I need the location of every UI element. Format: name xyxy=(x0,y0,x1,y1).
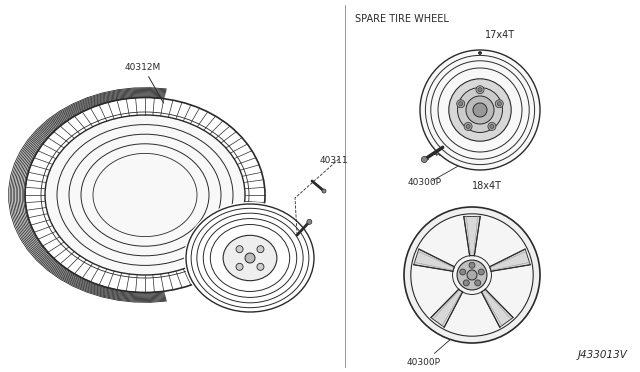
Circle shape xyxy=(257,263,264,270)
Circle shape xyxy=(490,124,494,128)
Circle shape xyxy=(307,219,312,224)
Circle shape xyxy=(457,260,487,290)
Text: 40300P: 40300P xyxy=(408,178,442,187)
Text: 40300P: 40300P xyxy=(198,241,232,250)
Circle shape xyxy=(475,280,481,286)
Text: 40300P: 40300P xyxy=(407,340,450,367)
Text: 40311: 40311 xyxy=(320,156,349,165)
Ellipse shape xyxy=(45,115,245,275)
Text: 40312M: 40312M xyxy=(125,62,164,103)
Circle shape xyxy=(476,86,484,94)
Circle shape xyxy=(463,280,469,286)
Ellipse shape xyxy=(223,235,277,281)
Circle shape xyxy=(478,88,482,92)
Circle shape xyxy=(495,100,503,108)
Circle shape xyxy=(460,269,466,275)
Ellipse shape xyxy=(184,202,316,314)
Circle shape xyxy=(322,189,326,193)
Circle shape xyxy=(257,246,264,253)
Ellipse shape xyxy=(420,50,540,170)
Circle shape xyxy=(464,122,472,131)
Ellipse shape xyxy=(458,87,502,132)
Polygon shape xyxy=(464,217,480,256)
Circle shape xyxy=(236,246,243,253)
Circle shape xyxy=(466,124,470,128)
Polygon shape xyxy=(413,249,454,271)
Circle shape xyxy=(497,102,501,106)
Ellipse shape xyxy=(466,96,494,124)
Circle shape xyxy=(469,262,475,268)
Circle shape xyxy=(478,269,484,275)
Text: 17x4T: 17x4T xyxy=(485,30,515,40)
Text: J433013V: J433013V xyxy=(578,350,628,360)
Text: SPARE TIRE WHEEL: SPARE TIRE WHEEL xyxy=(355,14,449,24)
Circle shape xyxy=(457,100,465,108)
Polygon shape xyxy=(431,289,463,327)
Ellipse shape xyxy=(19,92,271,298)
Circle shape xyxy=(467,270,477,280)
Circle shape xyxy=(421,157,428,163)
Circle shape xyxy=(236,263,243,270)
Circle shape xyxy=(479,51,481,55)
Circle shape xyxy=(473,103,487,117)
Circle shape xyxy=(245,253,255,263)
Circle shape xyxy=(459,102,463,106)
Text: 40353: 40353 xyxy=(433,150,461,158)
Circle shape xyxy=(404,207,540,343)
Ellipse shape xyxy=(449,79,511,141)
Text: 18x4T: 18x4T xyxy=(472,181,502,191)
Circle shape xyxy=(488,122,496,131)
Polygon shape xyxy=(481,289,513,327)
Circle shape xyxy=(411,214,533,336)
Polygon shape xyxy=(490,249,531,271)
